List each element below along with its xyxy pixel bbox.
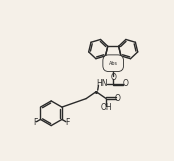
Text: Abs: Abs bbox=[109, 61, 118, 66]
Text: O: O bbox=[110, 73, 116, 82]
Text: O: O bbox=[123, 80, 129, 89]
Text: O: O bbox=[114, 94, 120, 103]
Text: OH: OH bbox=[100, 103, 112, 112]
Text: F: F bbox=[65, 118, 69, 127]
Text: F: F bbox=[33, 118, 37, 127]
Text: HN: HN bbox=[97, 80, 108, 89]
